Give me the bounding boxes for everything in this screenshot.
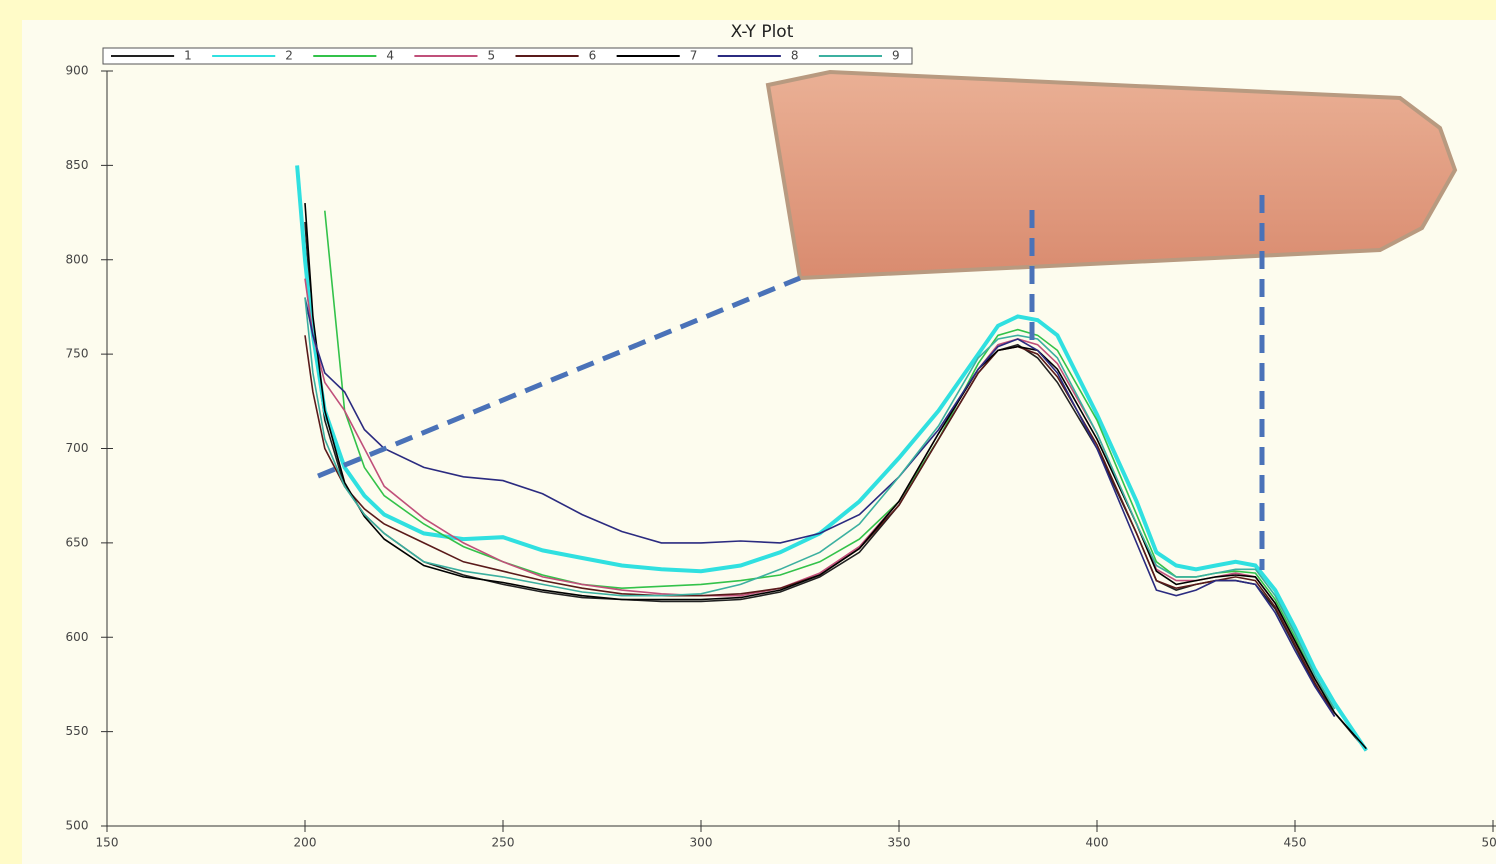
x-tick-label: 300 (690, 836, 713, 850)
legend-label: 7 (690, 49, 698, 63)
legend-box (102, 47, 913, 65)
y-tick-label: 750 (66, 347, 89, 361)
series-line (304, 203, 1367, 750)
y-tick-label: 850 (66, 158, 89, 172)
dashed-line (317, 275, 801, 479)
legend-label: 1 (184, 49, 192, 63)
plot-area: 500 550 600 650 700 750 800 850 900 150 200 250 300 3… (66, 64, 1496, 850)
series-line (295, 165, 1368, 752)
x-tick-label: 400 (1086, 836, 1109, 850)
y-tick-label: 650 (66, 535, 89, 549)
legend-label: 5 (488, 49, 496, 63)
series-line (304, 297, 1336, 710)
x-tick-label: 500 (1482, 836, 1496, 850)
x-tick-label: 150 (96, 836, 119, 850)
x-tick-label: 250 (492, 836, 515, 850)
legend-label: 9 (892, 49, 900, 63)
annotation-lines (317, 195, 1265, 570)
y-tick-label: 700 (66, 441, 89, 455)
y-tick-label: 600 (66, 630, 89, 644)
y-tick-label: 550 (66, 724, 89, 738)
y-tick-label: 500 (66, 819, 89, 833)
legend-label: 6 (589, 49, 597, 63)
y-tick-label: 900 (66, 64, 89, 78)
x-tick-label: 200 (294, 836, 317, 850)
x-tick-label: 350 (888, 836, 911, 850)
chart-title: X-Y Plot (731, 22, 794, 42)
legend-label: 2 (285, 49, 293, 63)
legend-label: 8 (791, 49, 799, 63)
legend-label: 4 (386, 49, 394, 63)
x-tick-label: 450 (1284, 836, 1307, 850)
y-tick-label: 800 (66, 252, 89, 266)
finger-image (765, 69, 1458, 281)
